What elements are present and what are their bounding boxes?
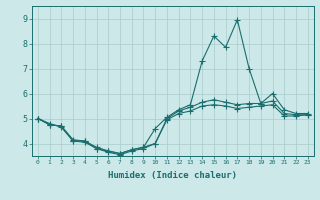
X-axis label: Humidex (Indice chaleur): Humidex (Indice chaleur) xyxy=(108,171,237,180)
